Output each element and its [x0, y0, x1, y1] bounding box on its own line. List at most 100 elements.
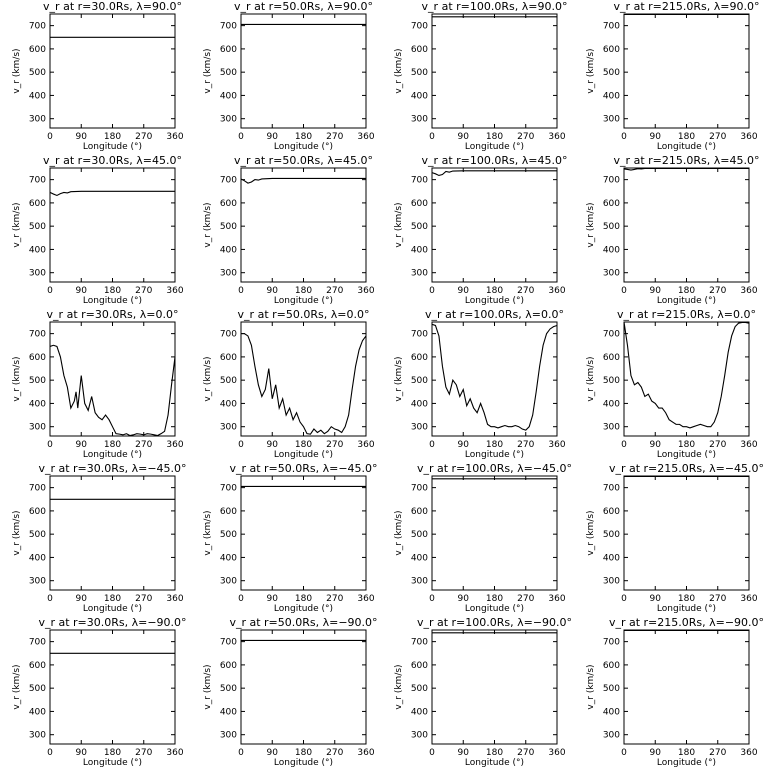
y-tick-label: 500	[29, 530, 46, 540]
y-tick-label: 400	[411, 245, 428, 255]
y-tick-label: 400	[29, 245, 46, 255]
y-tick-label: 300	[411, 423, 428, 433]
x-axis-label: Longitude (°)	[83, 450, 142, 460]
x-tick-label: 180	[486, 748, 503, 758]
x-tick-label: 0	[238, 440, 244, 450]
plot-frame	[623, 475, 750, 591]
chart-svg: v_r at r=30.0Rs, λ=−90.0° 0 90 180 270 360 300…	[12, 616, 187, 768]
y-axis-label: v_r (km/s)	[394, 202, 404, 247]
chart-svg: v_r at r=215.0Rs, λ=0.0° 0 90 180 270 360 300 4…	[586, 308, 758, 460]
series-line	[49, 344, 176, 437]
x-tick-label: 0	[429, 440, 435, 450]
chart-panel: v_r at r=50.0Rs, λ=0.0° 0 90 180 270 360 300 40…	[196, 308, 388, 464]
y-tick-label: 500	[603, 530, 620, 540]
y-tick-label: 700	[411, 638, 428, 648]
y-axis-label: v_r (km/s)	[394, 664, 404, 709]
y-tick-label: 700	[29, 638, 46, 648]
plot-frame	[431, 475, 558, 591]
y-tick-label: 400	[411, 399, 428, 409]
y-tick-label: 700	[220, 484, 237, 494]
chart-svg: v_r at r=30.0Rs, λ=0.0° 0 90 180 270 360 300 40…	[12, 308, 184, 460]
y-axis-label: v_r (km/s)	[12, 48, 22, 93]
chart-title: v_r at r=100.0Rs, λ=−90.0°	[417, 616, 572, 629]
plot-frame	[623, 167, 750, 283]
x-tick-label: 0	[238, 286, 244, 296]
x-tick-label: 270	[326, 132, 343, 142]
x-tick-label: 90	[458, 748, 470, 758]
series-line	[623, 167, 749, 171]
y-tick-label: 500	[603, 68, 620, 78]
x-tick-label: 180	[678, 286, 695, 296]
y-tick-label: 400	[29, 707, 46, 717]
y-tick-label: 300	[29, 577, 46, 587]
x-tick-label: 90	[76, 594, 88, 604]
y-tick-label: 600	[220, 507, 237, 517]
y-tick-label: 500	[29, 376, 46, 386]
x-axis-label: Longitude (°)	[657, 142, 716, 152]
y-tick-label: 700	[411, 176, 428, 186]
x-axis-label: Longitude (°)	[274, 450, 333, 460]
y-tick-label: 700	[603, 484, 620, 494]
y-axis-label: v_r (km/s)	[586, 202, 596, 247]
y-tick-label: 500	[29, 68, 46, 78]
y-tick-label: 400	[29, 553, 46, 563]
y-tick-label: 500	[220, 530, 237, 540]
y-axis-label: v_r (km/s)	[12, 202, 22, 247]
y-axis-label: v_r (km/s)	[203, 48, 213, 93]
y-tick-label: 300	[411, 731, 428, 741]
chart-panel: v_r at r=100.0Rs, λ=−90.0° 0 90 180 270 360 30…	[387, 616, 579, 772]
chart-svg: v_r at r=30.0Rs, λ=45.0° 0 90 180 270 360 300 4…	[12, 154, 184, 306]
x-axis-label: Longitude (°)	[274, 142, 333, 152]
y-axis-label: v_r (km/s)	[12, 356, 22, 401]
x-tick-label: 180	[678, 748, 695, 758]
y-tick-label: 400	[603, 707, 620, 717]
y-axis-label: v_r (km/s)	[394, 510, 404, 555]
y-tick-label: 600	[220, 45, 237, 55]
x-tick-label: 360	[357, 440, 374, 450]
chart-svg: v_r at r=30.0Rs, λ=90.0° 0 90 180 270 360 300 4…	[12, 0, 184, 152]
y-tick-label: 700	[220, 176, 237, 186]
x-tick-label: 180	[104, 594, 121, 604]
x-tick-label: 180	[295, 748, 312, 758]
y-tick-label: 400	[603, 91, 620, 101]
chart-svg: v_r at r=100.0Rs, λ=−90.0° 0 90 180 270 360 30…	[394, 616, 572, 768]
plot-frame	[623, 629, 750, 745]
x-tick-label: 90	[650, 286, 662, 296]
x-axis-label: Longitude (°)	[657, 450, 716, 460]
y-tick-label: 700	[220, 22, 237, 32]
plot-frame	[49, 321, 176, 437]
y-tick-label: 500	[411, 68, 428, 78]
y-tick-label: 500	[411, 684, 428, 694]
x-axis-label: Longitude (°)	[657, 604, 716, 614]
y-tick-label: 300	[603, 731, 620, 741]
x-tick-label: 90	[458, 594, 470, 604]
y-tick-label: 600	[29, 507, 46, 517]
plot-frame	[431, 629, 558, 745]
y-tick-label: 300	[411, 577, 428, 587]
y-axis-label: v_r (km/s)	[586, 48, 596, 93]
y-tick-label: 600	[29, 661, 46, 671]
x-tick-label: 90	[76, 286, 88, 296]
x-tick-label: 0	[621, 440, 627, 450]
chart-panel: v_r at r=215.0Rs, λ=90.0° 0 90 180 270 360 300…	[579, 0, 768, 156]
chart-svg: v_r at r=100.0Rs, λ=−45.0° 0 90 180 270 360 30…	[394, 462, 572, 614]
x-tick-label: 270	[709, 594, 726, 604]
x-tick-label: 0	[429, 286, 435, 296]
y-tick-label: 500	[411, 376, 428, 386]
x-tick-label: 360	[548, 132, 565, 142]
chart-title: v_r at r=50.0Rs, λ=−90.0°	[229, 616, 377, 629]
y-tick-label: 400	[220, 553, 237, 563]
y-tick-label: 300	[220, 577, 237, 587]
x-tick-label: 270	[517, 132, 534, 142]
chart-svg: v_r at r=50.0Rs, λ=45.0° 0 90 180 270 360 300 4…	[203, 154, 375, 306]
x-tick-label: 360	[740, 594, 757, 604]
chart-title: v_r at r=30.0Rs, λ=90.0°	[43, 0, 182, 13]
y-tick-label: 300	[603, 115, 620, 125]
x-axis-label: Longitude (°)	[465, 296, 524, 306]
x-axis-label: Longitude (°)	[465, 604, 524, 614]
y-tick-label: 500	[29, 684, 46, 694]
plot-frame	[49, 167, 176, 283]
x-tick-label: 0	[47, 594, 53, 604]
x-tick-label: 270	[709, 748, 726, 758]
y-tick-label: 400	[603, 245, 620, 255]
